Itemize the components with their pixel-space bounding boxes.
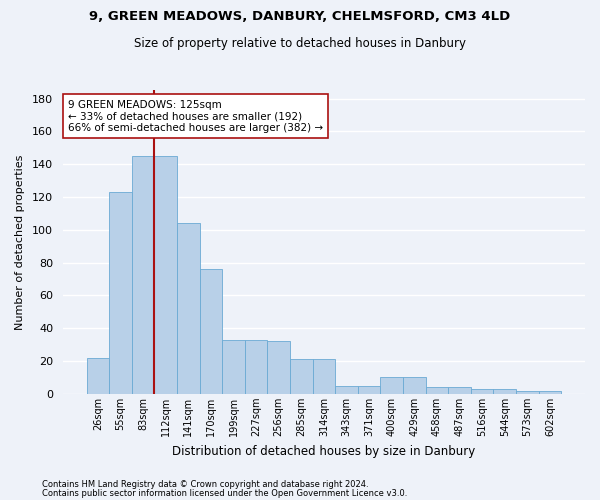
Bar (200, 270, 222, 394)
Bar (109, 192, 132, 394)
Text: 9, GREEN MEADOWS, DANBURY, CHELMSFORD, CM3 4LD: 9, GREEN MEADOWS, DANBURY, CHELMSFORD, C… (89, 10, 511, 23)
Bar (471, 389, 493, 394)
Text: Size of property relative to detached houses in Danbury: Size of property relative to detached ho… (134, 38, 466, 51)
Bar (86, 358, 109, 394)
Bar (290, 360, 313, 394)
Bar (425, 388, 448, 394)
Bar (313, 360, 335, 394)
Bar (380, 378, 403, 394)
Text: 9 GREEN MEADOWS: 125sqm
← 33% of detached houses are smaller (192)
66% of semi-d: 9 GREEN MEADOWS: 125sqm ← 33% of detache… (68, 100, 323, 133)
Bar (403, 378, 425, 394)
Bar (493, 389, 516, 394)
Bar (335, 386, 358, 394)
Bar (448, 388, 471, 394)
Bar (268, 342, 290, 394)
Text: Contains HM Land Registry data © Crown copyright and database right 2024.: Contains HM Land Registry data © Crown c… (42, 480, 368, 489)
Text: Contains public sector information licensed under the Open Government Licence v3: Contains public sector information licen… (42, 488, 407, 498)
Bar (154, 156, 177, 394)
Bar (358, 386, 380, 394)
Bar (222, 340, 245, 394)
Bar (177, 224, 200, 394)
Bar (245, 340, 268, 394)
Bar (516, 390, 539, 394)
X-axis label: Distribution of detached houses by size in Danbury: Distribution of detached houses by size … (172, 444, 476, 458)
Bar (539, 390, 561, 394)
Bar (132, 156, 154, 394)
Y-axis label: Number of detached properties: Number of detached properties (15, 154, 25, 330)
